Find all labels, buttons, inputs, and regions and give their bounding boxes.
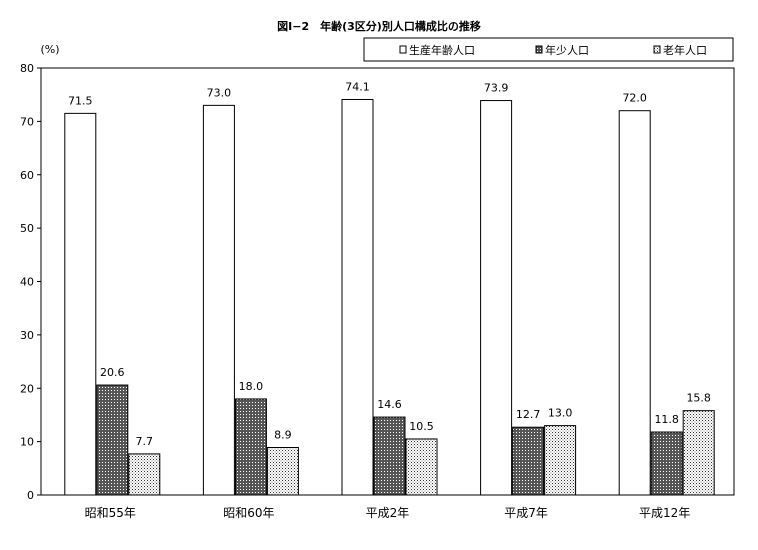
plot-area: 0 10 20 30 40 50 60 70 80 昭和55年 71.5 20.6 7.7 昭和60年 73… xyxy=(20,62,735,520)
data-label: 73.0 xyxy=(207,86,232,99)
data-label: 73.9 xyxy=(484,82,509,95)
bar xyxy=(341,98,374,496)
data-label: 74.1 xyxy=(345,80,370,93)
data-label: 18.0 xyxy=(239,380,264,393)
data-label: 10.5 xyxy=(409,420,434,433)
y-tick-label: 50 xyxy=(20,222,34,235)
x-tick-label: 昭和60年 xyxy=(223,506,274,520)
data-label: 12.7 xyxy=(516,408,541,421)
bar xyxy=(202,104,235,496)
data-label: 13.0 xyxy=(548,407,573,420)
y-tick-label: 40 xyxy=(20,276,34,289)
y-tick-label: 10 xyxy=(20,436,34,449)
bar xyxy=(96,384,129,496)
legend-swatch xyxy=(399,45,407,54)
bar xyxy=(405,438,438,496)
legend-swatch xyxy=(653,45,661,54)
x-tick-label: 昭和55年 xyxy=(85,506,136,520)
y-tick-label: 80 xyxy=(20,62,34,75)
bar xyxy=(373,416,406,496)
legend-label: 老年人口 xyxy=(663,43,707,57)
bar xyxy=(64,112,97,496)
x-tick-label: 平成12年 xyxy=(639,506,690,520)
legend: 生産年齢人口 年少人口 老年人口 xyxy=(363,37,734,62)
data-label: 8.9 xyxy=(274,428,292,441)
legend-box xyxy=(363,37,734,62)
data-label: 15.8 xyxy=(686,392,711,405)
legend-label: 生産年齢人口 xyxy=(409,43,475,57)
bar xyxy=(512,426,545,496)
chart-title: 図Ⅰ−2 年齢(3区分)別人口構成比の推移 xyxy=(277,19,481,33)
data-label: 20.6 xyxy=(100,366,125,379)
legend-swatch xyxy=(535,45,543,54)
legend-label: 年少人口 xyxy=(545,43,589,57)
y-tick-label: 20 xyxy=(20,382,34,395)
data-label: 7.7 xyxy=(136,435,154,448)
data-label: 14.6 xyxy=(377,398,402,411)
bar xyxy=(480,100,513,496)
data-label: 11.8 xyxy=(654,413,679,426)
data-label: 72.0 xyxy=(622,92,647,105)
bar xyxy=(650,431,683,496)
data-label: 71.5 xyxy=(68,94,93,107)
y-axis-label: (%) xyxy=(40,43,59,56)
bar xyxy=(266,446,299,496)
bar xyxy=(234,398,267,496)
bar xyxy=(544,425,577,496)
y-tick-label: 0 xyxy=(27,489,34,502)
bar xyxy=(128,453,161,496)
y-tick-label: 60 xyxy=(20,169,34,182)
x-tick-label: 平成7年 xyxy=(504,506,548,520)
y-tick-label: 30 xyxy=(20,329,34,342)
x-tick-label: 平成2年 xyxy=(366,506,410,520)
bar xyxy=(682,410,715,496)
bar xyxy=(618,110,651,496)
y-tick-label: 70 xyxy=(20,115,34,128)
